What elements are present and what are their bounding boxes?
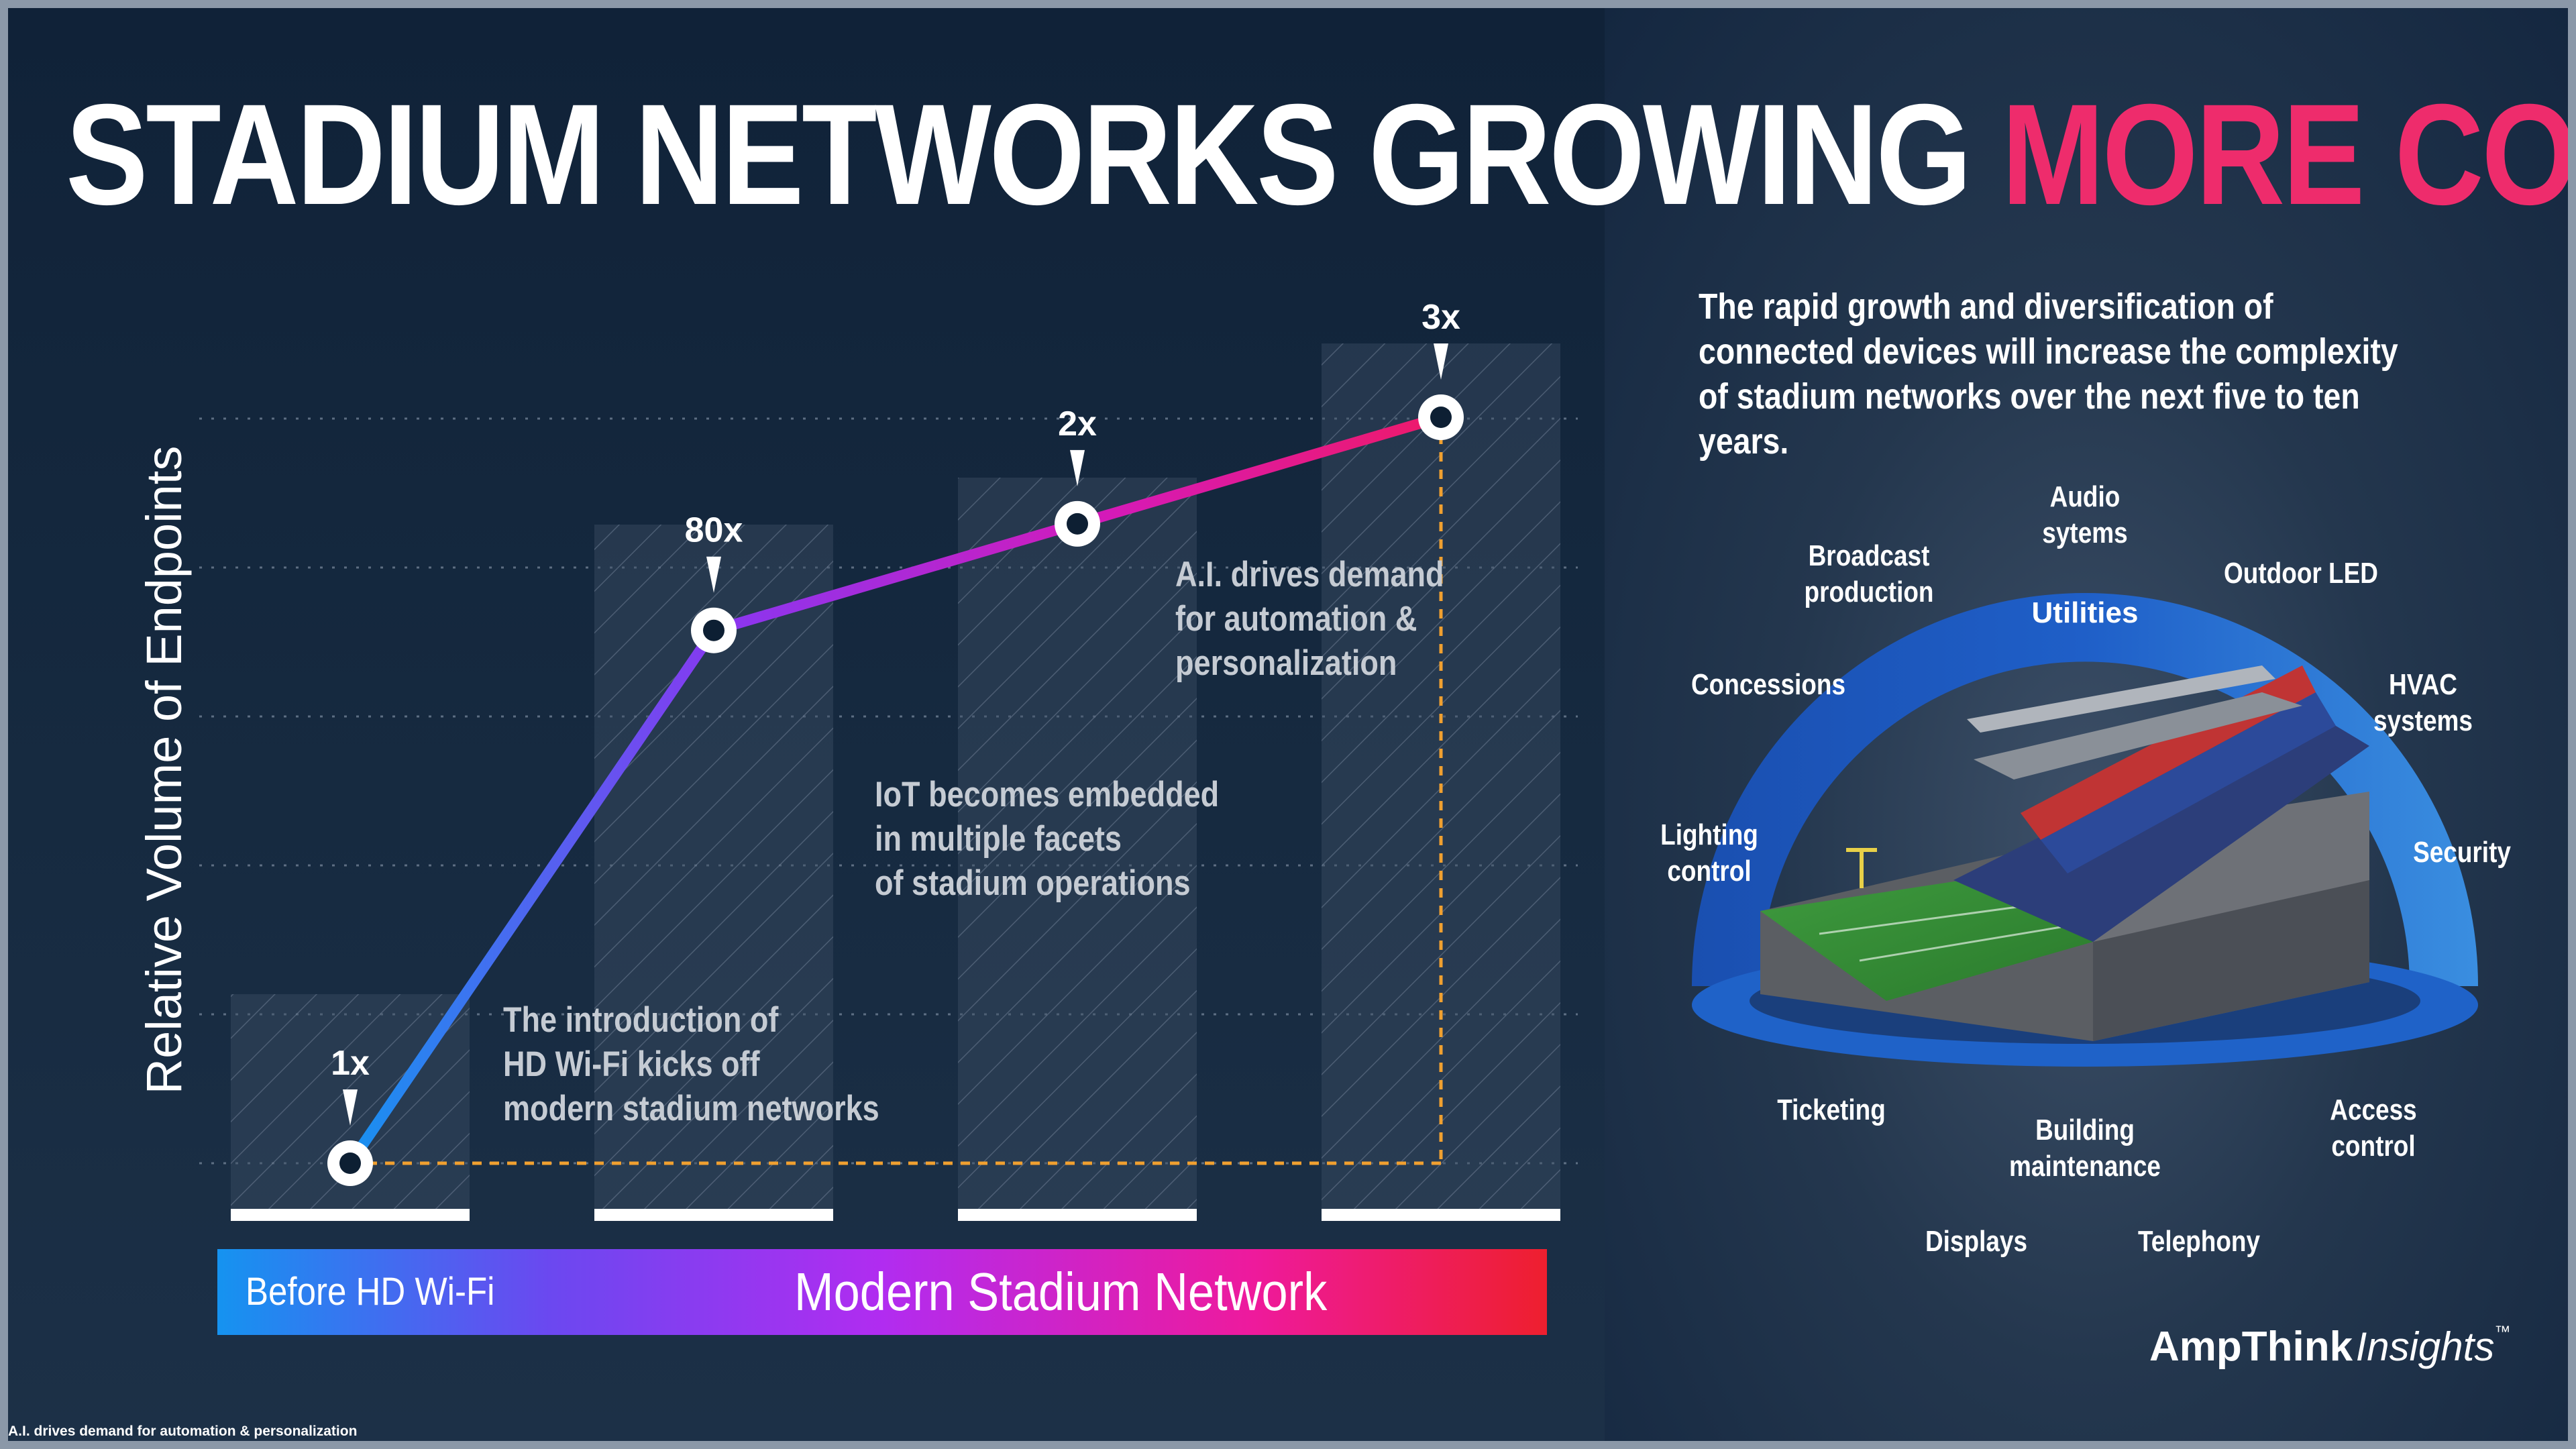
system-hvac: HVAC systems bbox=[2373, 668, 2473, 737]
annotation-ai: A.I. drives demand for automation & pers… bbox=[1175, 555, 1444, 683]
system-security: Security bbox=[2413, 836, 2511, 869]
stage-baseline bbox=[231, 1209, 470, 1221]
infographic-frame: STADIUM NETWORKS GROWING MORE COMPLEX 1x… bbox=[8, 8, 2568, 1441]
footnote: A.I. drives demand for automation & pers… bbox=[8, 1424, 358, 1439]
y-axis-title: Relative Volume of Endpoints bbox=[136, 446, 192, 1095]
stage-baseline bbox=[958, 1209, 1197, 1221]
system-lighting: Lighting control bbox=[1660, 818, 1758, 888]
system-outdoor-led: Outdoor LED bbox=[2224, 557, 2378, 590]
data-point-center bbox=[703, 619, 724, 641]
series-line bbox=[345, 412, 1443, 1167]
stage-column-hatch bbox=[958, 478, 1197, 1209]
stadium-panel bbox=[1605, 8, 2568, 1441]
growth-chart: 1x 80x 2x 3x Relative Volume of Endpoints bbox=[136, 298, 1578, 1221]
page-title: STADIUM NETWORKS GROWING MORE COMPLEX bbox=[66, 83, 2568, 227]
title-part-white: STADIUM NETWORKS GROWING bbox=[66, 74, 1972, 235]
brand-tm: ™ bbox=[2494, 1323, 2511, 1341]
phase-bar: Before HD Wi-Fi Modern Stadium Network bbox=[217, 1249, 1547, 1335]
system-displays: Displays bbox=[1925, 1225, 2028, 1258]
system-building-maintenance: Building maintenance bbox=[2009, 1114, 2161, 1183]
system-audio: Audio sytems bbox=[2042, 480, 2128, 549]
data-point-center bbox=[1430, 407, 1452, 428]
brand-sub: Insights bbox=[2355, 1324, 2495, 1369]
phase-before-label: Before HD Wi-Fi bbox=[246, 1270, 495, 1313]
data-point-arrow bbox=[706, 556, 721, 593]
data-points: 1x 80x 2x 3x bbox=[327, 298, 1464, 1186]
data-point-arrow bbox=[1070, 449, 1085, 486]
annotation-wifi: The introduction of HD Wi-Fi kicks off m… bbox=[503, 1000, 879, 1128]
data-label: 2x bbox=[1058, 405, 1097, 443]
system-telephony: Telephony bbox=[2137, 1225, 2261, 1258]
data-label: 80x bbox=[685, 511, 743, 550]
intro-text: The rapid growth and diversification of … bbox=[1699, 286, 2398, 462]
system-broadcast: Broadcast production bbox=[1804, 539, 1934, 608]
brand-name: AmpThink bbox=[2149, 1324, 2353, 1370]
utilities-label: Utilities bbox=[2032, 596, 2139, 629]
title-part-pink: MORE COMPLEX bbox=[2001, 74, 2568, 235]
stadium-building bbox=[1760, 665, 2369, 1041]
system-concessions: Concessions bbox=[1690, 668, 1846, 701]
stadium-illustration: Utilities bbox=[1692, 593, 2478, 1067]
annotation-iot: IoT becomes embedded in multiple facets … bbox=[875, 775, 1220, 903]
data-point-arrow bbox=[343, 1089, 358, 1126]
guide-lines bbox=[350, 417, 1443, 1165]
data-point-arrow bbox=[1434, 343, 1448, 380]
stage-baseline bbox=[1322, 1209, 1560, 1221]
stage-baseline bbox=[594, 1209, 833, 1221]
data-label: 1x bbox=[331, 1044, 370, 1083]
data-point-center bbox=[1067, 513, 1088, 535]
system-ticketing: Ticketing bbox=[1777, 1093, 1886, 1126]
brand-logo: AmpThink Insights™ bbox=[2149, 1323, 2510, 1371]
system-access-control: Access control bbox=[2330, 1093, 2417, 1163]
phase-modern-label: Modern Stadium Network bbox=[794, 1262, 1328, 1322]
data-label: 3x bbox=[1421, 298, 1460, 337]
data-point-center bbox=[339, 1152, 361, 1174]
